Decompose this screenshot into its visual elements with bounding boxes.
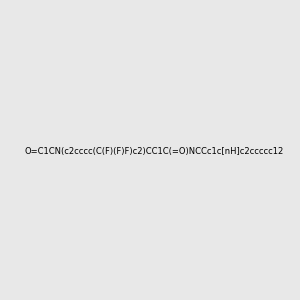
Text: O=C1CN(c2cccc(C(F)(F)F)c2)CC1C(=O)NCCc1c[nH]c2ccccc12: O=C1CN(c2cccc(C(F)(F)F)c2)CC1C(=O)NCCc1c… xyxy=(24,147,284,156)
